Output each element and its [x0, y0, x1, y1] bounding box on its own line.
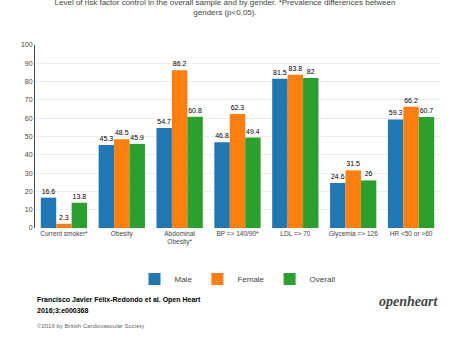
- svg-text:86.2: 86.2: [173, 60, 187, 67]
- svg-text:31.5: 31.5: [346, 160, 360, 167]
- svg-text:45.9: 45.9: [130, 134, 144, 141]
- svg-text:BP => 140/90*: BP => 140/90*: [216, 230, 259, 237]
- svg-text:10: 10: [25, 206, 33, 213]
- svg-text:80: 80: [25, 78, 33, 85]
- svg-text:©2016 by British Cardiovascula: ©2016 by British Cardiovascular Society: [37, 323, 144, 329]
- svg-text:HR <50 or >60: HR <50 or >60: [390, 230, 433, 237]
- svg-text:16.6: 16.6: [42, 188, 56, 195]
- svg-text:60.7: 60.7: [420, 107, 434, 114]
- svg-text:54.7: 54.7: [157, 118, 171, 125]
- svg-text:2016;3:e000368: 2016;3:e000368: [37, 307, 88, 315]
- svg-text:30: 30: [25, 170, 33, 177]
- svg-text:60: 60: [25, 115, 33, 122]
- svg-text:90: 90: [25, 60, 33, 67]
- svg-text:Glycemia => 126: Glycemia => 126: [329, 230, 379, 238]
- svg-text:59.3: 59.3: [389, 109, 403, 116]
- svg-text:50: 50: [25, 133, 33, 140]
- svg-text:AbdominalObesity*: AbdominalObesity*: [164, 230, 195, 246]
- svg-text:82: 82: [307, 68, 315, 75]
- svg-text:0: 0: [29, 224, 33, 231]
- svg-text:2.3: 2.3: [59, 214, 69, 221]
- svg-text:13.8: 13.8: [72, 193, 86, 200]
- svg-text:48.5: 48.5: [115, 129, 129, 136]
- svg-text:45.3: 45.3: [99, 135, 113, 142]
- svg-text:20: 20: [25, 188, 33, 195]
- svg-text:70: 70: [25, 96, 33, 103]
- svg-text:LDL => 70: LDL => 70: [280, 230, 311, 237]
- svg-text:81.5: 81.5: [273, 69, 287, 76]
- svg-text:openheart: openheart: [379, 294, 438, 309]
- svg-text:62.3: 62.3: [231, 104, 245, 111]
- svg-text:40: 40: [25, 151, 33, 158]
- svg-text:26: 26: [365, 170, 373, 177]
- svg-text:Overall: Overall: [310, 275, 336, 284]
- svg-text:Level of risk factor control i: Level of risk factor control in the over…: [55, 0, 396, 17]
- svg-text:Current smoker*: Current smoker*: [40, 230, 88, 237]
- svg-text:66.2: 66.2: [404, 97, 418, 104]
- svg-text:24.6: 24.6: [331, 173, 345, 180]
- svg-text:100: 100: [21, 41, 33, 48]
- svg-text:60.8: 60.8: [188, 107, 202, 114]
- svg-text:49.4: 49.4: [246, 128, 260, 135]
- svg-text:Male: Male: [175, 275, 193, 284]
- svg-text:46.8: 46.8: [215, 132, 229, 139]
- svg-text:Francisco Javier Félix-Redondo: Francisco Javier Félix-Redondo et al. Op…: [37, 296, 201, 304]
- svg-text:83.8: 83.8: [288, 65, 302, 72]
- svg-text:Female: Female: [237, 275, 264, 284]
- svg-text:Obesity: Obesity: [111, 230, 134, 238]
